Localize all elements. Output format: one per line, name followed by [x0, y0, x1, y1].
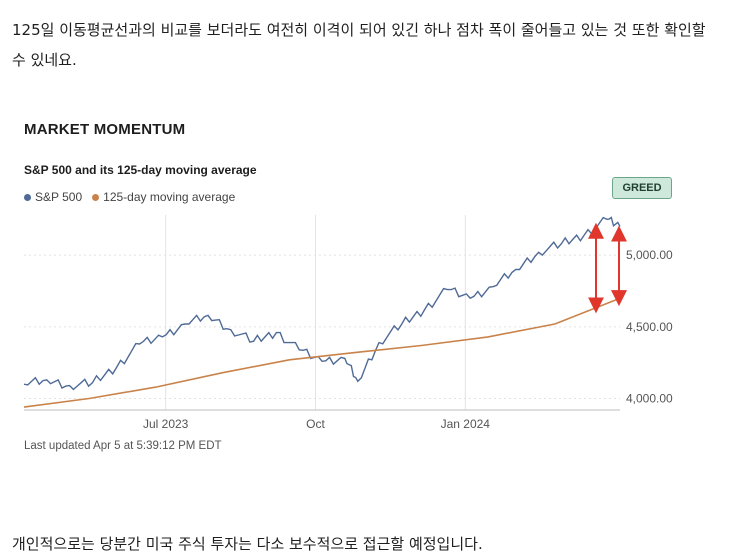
last-updated: Last updated Apr 5 at 5:39:12 PM EDT — [24, 440, 222, 452]
legend-dot-moving-average — [92, 193, 100, 201]
legend-item-sp500: S&P 500 — [24, 190, 82, 204]
market-momentum-chart: 4,000.00 4,500.00 5,000.00 Jul 2023 Oct Jan 2… — [23, 215, 673, 431]
legend-dot-sp500 — [24, 193, 31, 201]
y-tick-label: 4,500.00 — [626, 320, 673, 334]
sp500-line — [23, 216, 621, 391]
legend-item-moving-average: 125-day moving average — [92, 190, 235, 204]
y-tick-label: 4,000.00 — [626, 392, 673, 406]
x-tick-label: Jan 2024 — [441, 417, 491, 431]
x-tick-label: Jul 2023 — [143, 417, 189, 431]
chart-title: MARKET MOMENTUM — [24, 121, 186, 138]
greed-badge: GREED — [612, 177, 672, 199]
moving-average-line — [23, 297, 621, 408]
chart-subtitle: S&P 500 and its 125-day moving average — [24, 163, 257, 177]
paragraph-2: 개인적으로는 당분간 미국 주식 투자는 다소 보수적으로 접근할 예정입니다. — [12, 535, 483, 553]
paragraph-1: 125일 이동평균선과의 비교를 보더라도 여전히 이격이 되어 있긴 하나 점… — [12, 21, 706, 69]
legend-label-sp500: S&P 500 — [35, 190, 83, 204]
y-tick-label: 5,000.00 — [626, 248, 673, 262]
x-tick-label: Oct — [306, 417, 325, 431]
chart-legend: S&P 500 125-day moving average — [24, 190, 235, 204]
legend-label-moving-average: 125-day moving average — [103, 190, 236, 204]
